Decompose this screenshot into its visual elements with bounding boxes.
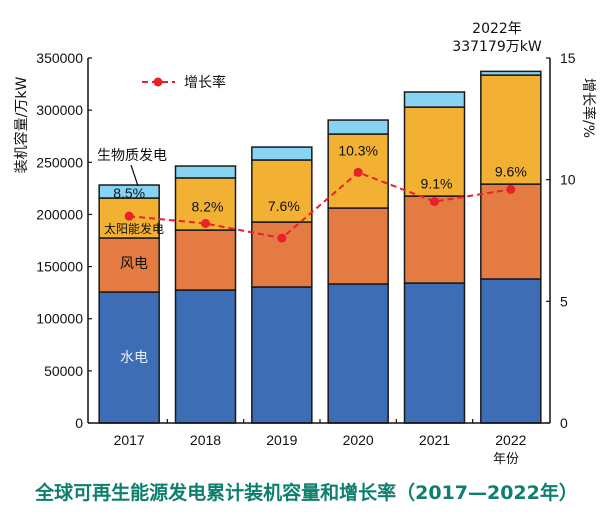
y-tick-label-300000: 300000 <box>36 102 83 118</box>
y2-tick-label-15: 15 <box>560 50 576 66</box>
bar-biomass-2019 <box>251 146 313 161</box>
bar-wind-2017 <box>98 237 160 293</box>
bar-wind-2019 <box>251 221 313 288</box>
growth-rate-point-2022 <box>506 184 516 194</box>
x-axis-label: 年份 <box>493 452 519 467</box>
total-2022-value: 337179万kW <box>452 39 542 55</box>
hydro-annotation: 水电 <box>120 350 148 366</box>
bar-solar-2022 <box>480 74 542 185</box>
y-tick-label-0: 0 <box>75 415 83 431</box>
wind-annotation: 风电 <box>120 256 148 272</box>
growth-rate-point-2017 <box>124 211 134 221</box>
labels-layer: 8.5% 8.2% 7.6% 10.3% 9.1% 9.6% <box>113 142 527 214</box>
bars-layer <box>98 70 542 424</box>
y-tick-label-200000: 200000 <box>36 206 83 222</box>
y-tick-label-50000: 50000 <box>44 363 83 379</box>
bar-hydro-2021 <box>403 282 466 424</box>
bar-wind-2022 <box>480 183 542 280</box>
growth-rate-label-2018: 8.2% <box>192 198 224 214</box>
bar-hydro-2022 <box>480 278 542 424</box>
x-tick-label-2018: 2018 <box>190 432 221 448</box>
x-tick-label-2021: 2021 <box>419 432 450 448</box>
bar-biomass-2017 <box>98 184 160 199</box>
figure-caption: 全球可再生能源发电累计装机容量和增长率（2017—2022年） <box>35 482 578 504</box>
y2-tick-label-5: 5 <box>560 293 568 309</box>
growth-rate-line <box>129 171 511 240</box>
x-tick-label-2020: 2020 <box>343 432 374 448</box>
bar-hydro-2020 <box>327 283 389 424</box>
y-tick-label-150000: 150000 <box>36 259 83 275</box>
y-tick-label-350000: 350000 <box>36 50 83 66</box>
bar-biomass-2018 <box>174 165 237 179</box>
total-2022-year: 2022年 <box>472 21 522 37</box>
axes-layer: 0 50000 100000 150000 200000 250000 300000 3500… <box>36 50 576 448</box>
line-layer <box>124 167 516 243</box>
y2-axis-label: 增长率/% <box>580 78 597 138</box>
growth-rate-point-2019 <box>277 233 287 243</box>
bar-biomass-2021 <box>403 91 466 108</box>
growth-rate-point-2021 <box>430 197 439 207</box>
bar-hydro-2018 <box>174 289 237 424</box>
growth-rate-point-2020 <box>353 167 363 177</box>
y2-tick-label-10: 10 <box>560 172 576 188</box>
biomass-annotation: 生物质发电 <box>97 148 167 164</box>
legend-label: 增长率 <box>184 74 226 91</box>
growth-rate-label-2021: 9.1% <box>421 176 453 192</box>
legend: 增长率 <box>142 74 226 91</box>
x-tick-label-2019: 2019 <box>266 432 297 448</box>
y-tick-label-100000: 100000 <box>36 311 83 327</box>
biomass-pointer <box>130 164 139 187</box>
x-tick-label-2022: 2022 <box>495 432 526 448</box>
bar-hydro-2019 <box>251 286 313 424</box>
y2-tick-label-0: 0 <box>560 415 568 431</box>
growth-rate-point-2018 <box>201 218 210 228</box>
solar-annotation: 太阳能发电 <box>104 221 164 236</box>
growth-rate-label-2019: 7.6% <box>268 198 300 214</box>
y-axis-label: 装机容量/万kW <box>13 77 30 174</box>
bar-wind-2020 <box>327 207 389 285</box>
growth-rate-label-2017: 8.5% <box>113 185 145 201</box>
bar-biomass-2022 <box>480 70 542 76</box>
chart: 0 50000 100000 150000 200000 250000 300000 3500… <box>13 21 597 467</box>
y-tick-label-250000: 250000 <box>36 154 83 170</box>
bar-solar-2021 <box>403 106 466 197</box>
bar-solar-2019 <box>251 159 313 223</box>
legend-marker-icon <box>153 77 163 87</box>
growth-rate-label-2020: 10.3% <box>338 142 378 158</box>
bar-wind-2018 <box>174 229 237 291</box>
growth-rate-label-2022: 9.6% <box>495 163 527 179</box>
bar-wind-2021 <box>403 195 466 284</box>
bar-hydro-2017 <box>98 291 160 424</box>
x-tick-label-2017: 2017 <box>114 432 145 448</box>
bar-biomass-2020 <box>327 119 389 135</box>
